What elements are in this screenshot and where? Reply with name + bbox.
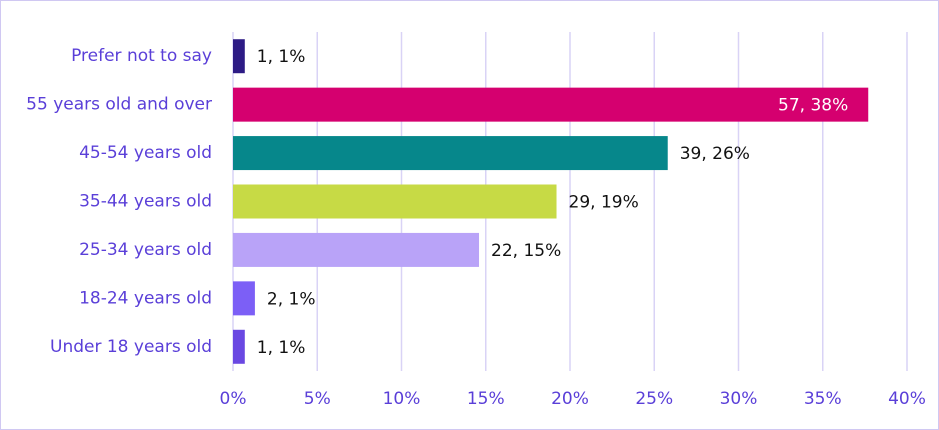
value-label: 1, 1% [257,47,306,67]
bar [233,329,245,364]
x-tick-label: 0% [220,389,247,409]
bar [233,232,480,267]
bar [233,39,245,74]
y-tick-label: 55 years old and over [26,95,212,115]
value-label: 57, 38% [778,96,848,116]
x-tick-label: 15% [467,389,505,409]
y-tick-label: Under 18 years old [50,337,212,357]
value-label: 29, 19% [569,193,639,213]
bar [233,136,668,171]
value-label: 1, 1% [257,338,306,358]
x-tick-label: 40% [888,389,926,409]
x-tick-label: 5% [304,389,331,409]
bar [233,281,255,316]
x-tick-label: 20% [551,389,589,409]
y-tick-label: Prefer not to say [71,46,212,66]
value-label: 2, 1% [267,289,316,309]
y-tick-label: 25-34 years old [79,240,212,260]
bar [233,87,869,122]
y-tick-label: 45-54 years old [79,143,212,163]
value-label: 22, 15% [491,241,561,261]
x-tick-label: 10% [383,389,421,409]
y-tick-label: 35-44 years old [79,192,212,212]
y-tick-label: 18-24 years old [79,288,212,308]
x-tick-label: 25% [635,389,673,409]
x-tick-label: 35% [804,389,842,409]
value-label: 39, 26% [680,144,750,164]
x-tick-label: 30% [720,389,758,409]
bar [233,184,557,219]
